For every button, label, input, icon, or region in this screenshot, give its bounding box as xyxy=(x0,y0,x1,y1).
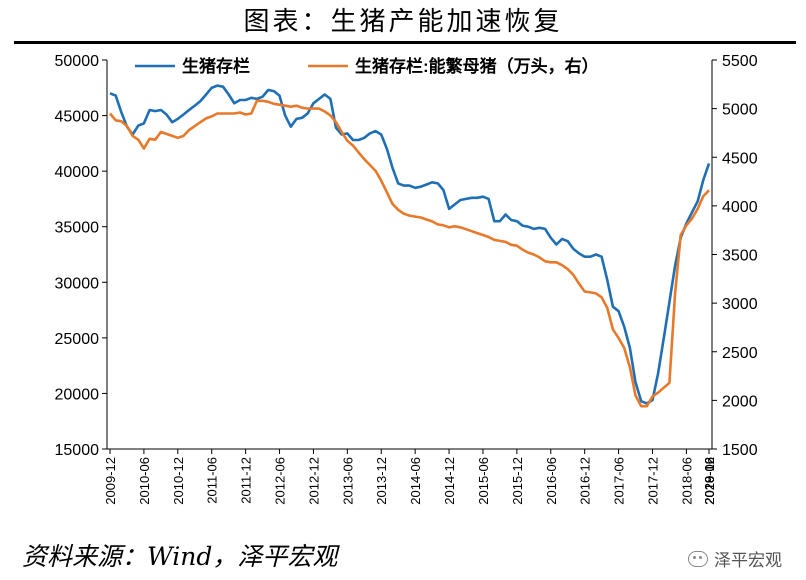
title-underline xyxy=(14,41,796,44)
y-right-tick-label: 4500 xyxy=(722,150,758,167)
y-left-tick-label: 40000 xyxy=(55,164,100,181)
x-tick-label: 2019-06 xyxy=(702,457,717,505)
y-left-tick-label: 45000 xyxy=(55,109,100,126)
y-left-tick-label: 30000 xyxy=(55,275,100,292)
y-right-tick-label: 4000 xyxy=(722,199,758,216)
x-tick-label: 2009-12 xyxy=(103,457,118,505)
series-line-2 xyxy=(109,99,710,408)
y-right-tick-label: 3000 xyxy=(722,296,758,313)
legend-label-1: 生猪存栏 xyxy=(182,56,250,76)
x-tick-label: 2016-12 xyxy=(578,457,593,505)
x-tick-label: 2017-06 xyxy=(612,457,627,505)
x-tick-label: 2018-06 xyxy=(679,457,694,505)
y-left-tick-label: 35000 xyxy=(55,220,100,237)
x-tick-label: 2012-06 xyxy=(273,457,288,505)
watermark: 泽平宏观 xyxy=(688,546,782,571)
watermark-text: 泽平宏观 xyxy=(714,551,782,571)
y-right-tick-label: 2500 xyxy=(722,345,758,362)
x-tick-label: 2017-12 xyxy=(645,457,660,505)
x-tick-label: 2010-12 xyxy=(171,457,186,505)
line-chart: 15000 20000 25000 30000 35000 40000 45000 50000… xyxy=(55,53,758,505)
y-left-tick-label: 20000 xyxy=(55,386,100,403)
y-right-tick-label: 2000 xyxy=(722,393,758,410)
series-line-1 xyxy=(109,84,711,405)
x-tick-label: 2012-12 xyxy=(306,457,321,505)
legend-label-2: 生猪存栏:能繁母猪（万头，右） xyxy=(355,56,599,76)
x-tick-label: 2014-06 xyxy=(408,457,423,505)
x-tick-label: 2013-12 xyxy=(374,457,389,505)
x-tick-label: 2020-12 xyxy=(702,457,717,505)
y-left-tick-label: 50000 xyxy=(55,53,100,70)
y-right-tick-label: 5500 xyxy=(722,53,758,70)
x-tick-label: 2020-06 xyxy=(702,457,717,505)
x-tick-label: 2015-06 xyxy=(476,457,491,505)
x-tick-label: 2014-12 xyxy=(442,457,457,505)
chart-title: 图表：生猪产能加速恢复 xyxy=(243,7,563,37)
x-tick-label: 2015-12 xyxy=(510,457,525,505)
source-note: 资料来源：Wind，泽平宏观 xyxy=(22,542,338,571)
x-tick-label: 2011-06 xyxy=(205,457,220,504)
y-right-tick-label: 5000 xyxy=(722,102,758,119)
y-right-tick-label: 3500 xyxy=(722,248,758,265)
x-tick-label: 2019-12 xyxy=(702,457,717,505)
wechat-icon xyxy=(688,550,708,567)
plot-area: 15000 20000 25000 30000 35000 40000 45000 50000… xyxy=(55,53,758,505)
y-left-tick-label: 15000 xyxy=(55,442,100,459)
x-tick-label: 2016-06 xyxy=(544,457,559,505)
x-tick-label: 2018-12 xyxy=(702,457,717,505)
x-tick-label: 2013-06 xyxy=(340,457,355,505)
y-left-tick-label: 25000 xyxy=(55,331,100,348)
x-tick-label: 2011-12 xyxy=(239,457,254,504)
x-tick-label: 2010-06 xyxy=(137,457,152,505)
y-right-tick-label: 1500 xyxy=(722,442,758,459)
